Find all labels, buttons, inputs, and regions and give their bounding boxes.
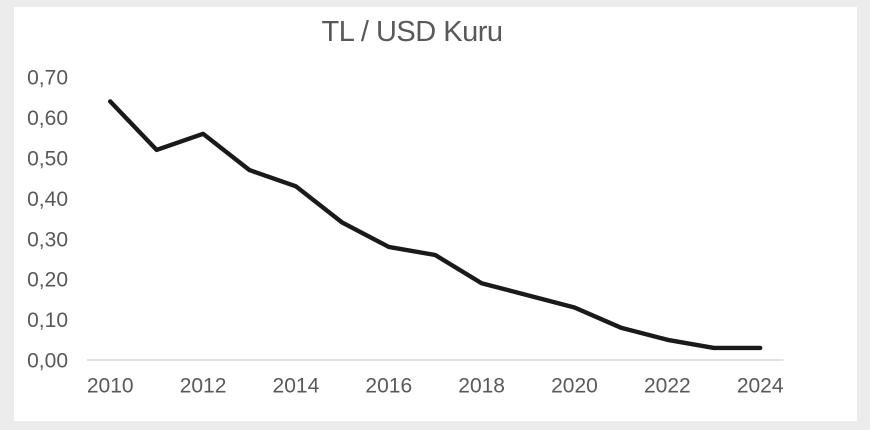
y-axis-tick-label: 0,50 bbox=[27, 148, 68, 171]
y-axis-tick-label: 0,60 bbox=[27, 107, 68, 130]
chart-card bbox=[14, 7, 857, 421]
x-axis-tick-label: 2022 bbox=[644, 375, 691, 398]
y-axis-tick-label: 0,70 bbox=[27, 67, 68, 90]
x-axis-tick-label: 2024 bbox=[737, 375, 784, 398]
y-axis-tick-label: 0,00 bbox=[27, 350, 68, 373]
x-axis-tick-label: 2020 bbox=[551, 375, 598, 398]
x-axis-tick-label: 2010 bbox=[87, 375, 134, 398]
y-axis-tick-label: 0,40 bbox=[27, 188, 68, 211]
y-axis-tick-label: 0,20 bbox=[27, 269, 68, 292]
x-axis-tick-label: 2018 bbox=[458, 375, 505, 398]
chart-title: TL / USD Kuru bbox=[321, 16, 503, 48]
y-axis-tick-label: 0,30 bbox=[27, 228, 68, 251]
x-axis-tick-label: 2016 bbox=[365, 375, 412, 398]
y-axis-tick-label: 0,10 bbox=[27, 309, 68, 332]
tl-usd-series-line bbox=[107, 99, 763, 351]
x-axis-tick-label: 2014 bbox=[273, 375, 320, 398]
x-axis-tick-label: 2012 bbox=[180, 375, 227, 398]
